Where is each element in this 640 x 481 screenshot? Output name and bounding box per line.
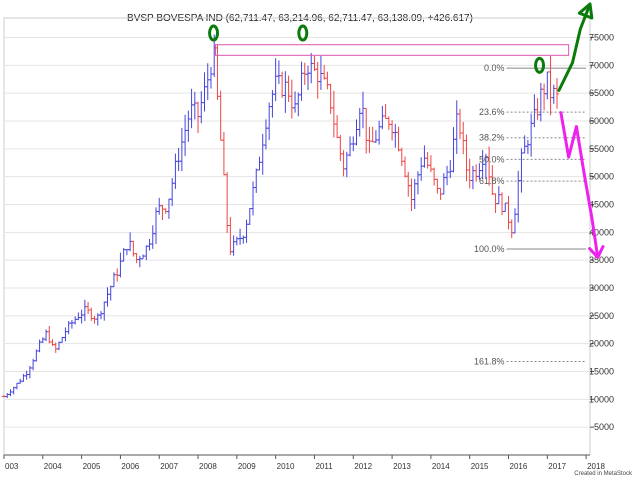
metastock-credit: Created in MetaStock (574, 471, 632, 477)
x-tick-label: 2004 (44, 462, 62, 471)
x-tick-label: 2015 (471, 462, 489, 471)
green-arrow-head (577, 2, 594, 20)
x-tick-label: 2012 (354, 462, 372, 471)
y-tick-label: 40000 (589, 227, 614, 237)
fib-level-label: 0.0% (484, 63, 505, 73)
fib-level-label: 38.2% (479, 133, 505, 143)
y-tick-label: 70000 (589, 60, 614, 70)
x-tick-label: 2009 (238, 462, 256, 471)
x-tick-label: 2017 (548, 462, 566, 471)
y-tick-label: 65000 (589, 88, 614, 98)
y-tick-label: 60000 (589, 116, 614, 126)
fib-level-label: 50.0% (479, 154, 505, 164)
y-tick-label: 55000 (589, 144, 614, 154)
resistance-band (215, 44, 570, 56)
y-tick-label: 15000 (589, 366, 614, 376)
y-tick-label: 10000 (589, 394, 614, 404)
magenta-projection-line (559, 111, 600, 259)
fib-level-label: 100.0% (474, 244, 505, 254)
top-marker (534, 56, 546, 74)
top-marker (297, 24, 309, 42)
y-tick-label: 75000 (589, 32, 614, 42)
fib-level-label: 161.8% (474, 356, 505, 366)
x-tick-label: 2007 (160, 462, 178, 471)
x-tick-label: 003 (5, 462, 19, 471)
fib-level-label: 61.8% (479, 176, 505, 186)
x-tick-label: 2011 (315, 462, 333, 471)
x-tick-label: 2018 (587, 462, 605, 471)
y-tick-label: 45000 (589, 199, 614, 209)
top-marker (208, 24, 220, 42)
magenta-arrow-head (588, 245, 605, 259)
fib-level-label: 23.6% (479, 107, 505, 117)
x-tick-label: 2005 (83, 462, 101, 471)
y-tick-label: 30000 (589, 283, 614, 293)
y-tick-label: 35000 (589, 255, 614, 265)
x-tick-label: 2006 (121, 462, 139, 471)
x-tick-label: 2014 (432, 462, 450, 471)
y-tick-label: 5000 (594, 422, 614, 432)
y-tick-label: 50000 (589, 172, 614, 182)
plot-border (3, 17, 591, 456)
x-tick-label: 2016 (510, 462, 528, 471)
x-tick-label: 2013 (393, 462, 411, 471)
y-tick-label: 20000 (589, 339, 614, 349)
y-tick-label: 25000 (589, 311, 614, 321)
x-tick-label: 2010 (277, 462, 295, 471)
x-tick-label: 2008 (199, 462, 217, 471)
